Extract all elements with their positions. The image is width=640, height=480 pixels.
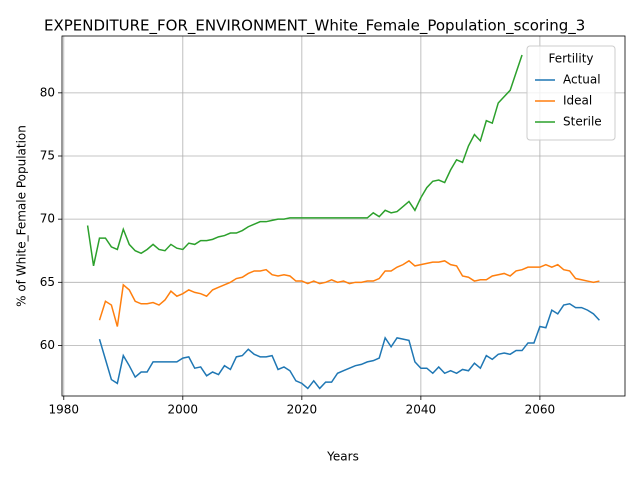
legend: Fertility Actual Ideal Sterile	[526, 45, 616, 141]
lines	[86, 54, 600, 390]
series-line	[98, 259, 600, 327]
legend-label: Ideal	[563, 94, 592, 108]
x-tick-label: 2000	[168, 403, 199, 417]
legend-box	[526, 45, 616, 141]
y-tick-label: 60	[40, 338, 55, 352]
y-axis-label: % of White_Female Population	[15, 125, 29, 307]
legend-title: Fertility	[548, 52, 593, 66]
x-axis-label: Years	[326, 450, 359, 464]
y-tick-label: 70	[40, 212, 55, 226]
legend-label: Actual	[563, 73, 601, 87]
x-tick-label: 1980	[49, 403, 80, 417]
series-line	[98, 302, 600, 390]
x-tick-label: 2020	[287, 403, 318, 417]
x-tick-label: 2060	[525, 403, 556, 417]
legend-label: Sterile	[563, 115, 602, 129]
y-tick-label: 65	[40, 275, 55, 289]
chart-title: EXPENDITURE_FOR_ENVIRONMENT_White_Female…	[44, 17, 585, 36]
x-tick-label: 2040	[406, 403, 437, 417]
series-line	[86, 54, 523, 267]
y-tick-label: 80	[40, 85, 55, 99]
axes-frame	[61, 35, 626, 397]
y-tick-label: 75	[40, 149, 55, 163]
